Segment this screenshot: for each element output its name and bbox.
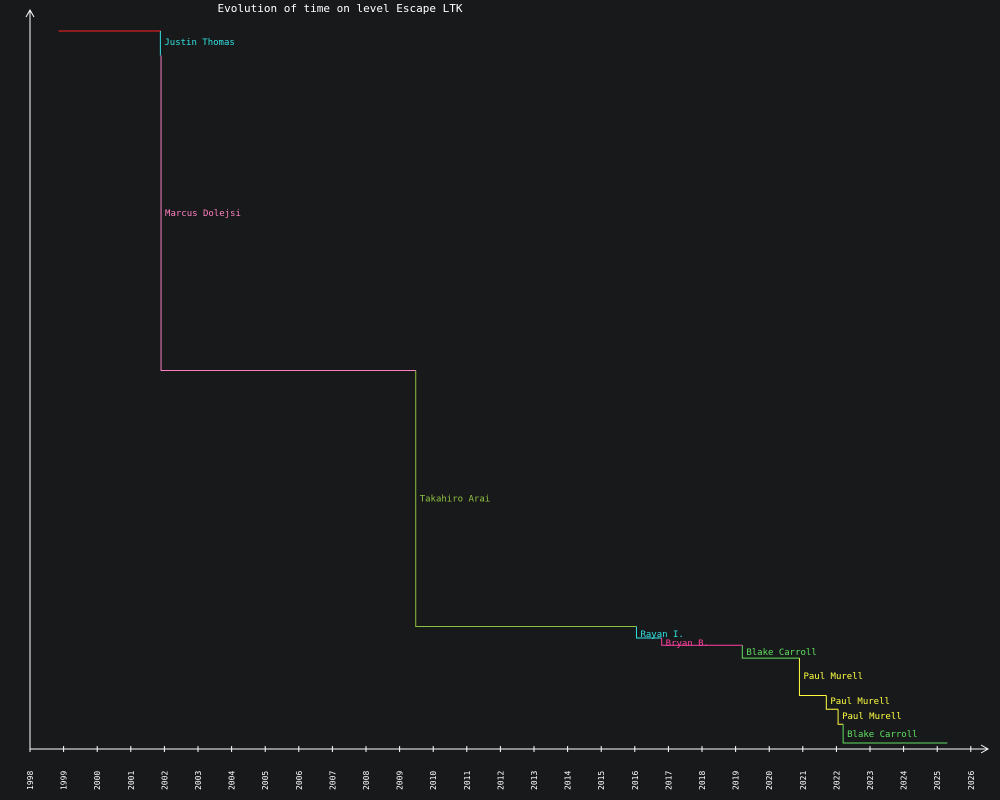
x-tick-label: 2023 [866,771,875,790]
series-label: Rayan I. [640,630,683,640]
series-line [798,658,827,697]
x-tick-label: 2015 [597,771,606,790]
series-line [661,637,743,646]
series-label: Marcus Dolejsi [165,209,241,219]
x-tick-label: 2016 [631,771,640,790]
x-tick-label: 2008 [362,771,371,790]
x-tick-label: 2002 [160,771,169,790]
series-label: Blake Carroll [847,730,917,740]
chart-title: Evolution of time on level Escape LTK [217,2,462,15]
series-label: Paul Murell [830,697,890,707]
x-tick-label: 2007 [328,771,337,790]
x-tick-label: 2026 [967,771,976,790]
series-label: Justin Thomas [164,38,234,48]
series-label: Bryan B. [666,639,709,649]
x-tick-label: 2005 [261,771,270,790]
series-line [741,645,800,659]
x-tick-label: 2014 [564,771,573,790]
x-tick-label: 2018 [698,771,707,790]
x-tick-label: 2001 [127,771,136,790]
x-tick-label: 1999 [60,771,69,790]
series-label: Paul Murell [803,672,863,682]
x-tick-label: 2022 [832,771,841,790]
series-label: Blake Carroll [746,648,816,658]
series-labels: Justin Thomas Marcus Dolejsi Takahiro Arai… [164,38,917,740]
series-label: Takahiro Arai [420,494,490,504]
x-tick-label: 1998 [26,771,35,790]
x-tick-label: 2004 [228,771,237,790]
series-line [842,724,948,744]
x-tick-label: 2021 [799,771,808,790]
x-tick-label: 2010 [429,771,438,790]
x-ticks: 1998 1999 2000 2001 2002 2003 2004 2005 2006 2007… [26,746,976,790]
x-tick-label: 2011 [463,771,472,790]
x-axis-arrow [980,744,990,754]
x-tick-label: 2024 [900,771,909,790]
x-tick-label: 2009 [396,771,405,790]
axes [25,8,990,754]
x-tick-label: 2013 [530,771,539,790]
series-line [415,370,637,627]
series-label: Paul Murell [842,712,902,722]
x-tick-label: 2000 [93,771,102,790]
series-layer [58,30,948,744]
x-tick-label: 2017 [664,771,673,790]
x-tick-label: 2006 [295,771,304,790]
x-tick-label: 2012 [496,771,505,790]
x-tick-label: 2019 [732,771,741,790]
x-tick-label: 2025 [933,771,942,790]
y-axis-arrow [25,8,35,18]
series-line [635,626,662,639]
series-line [837,709,844,725]
series-line [825,695,839,710]
series-line [160,55,416,371]
x-tick-label: 2003 [194,771,203,790]
x-tick-label: 2020 [765,771,774,790]
